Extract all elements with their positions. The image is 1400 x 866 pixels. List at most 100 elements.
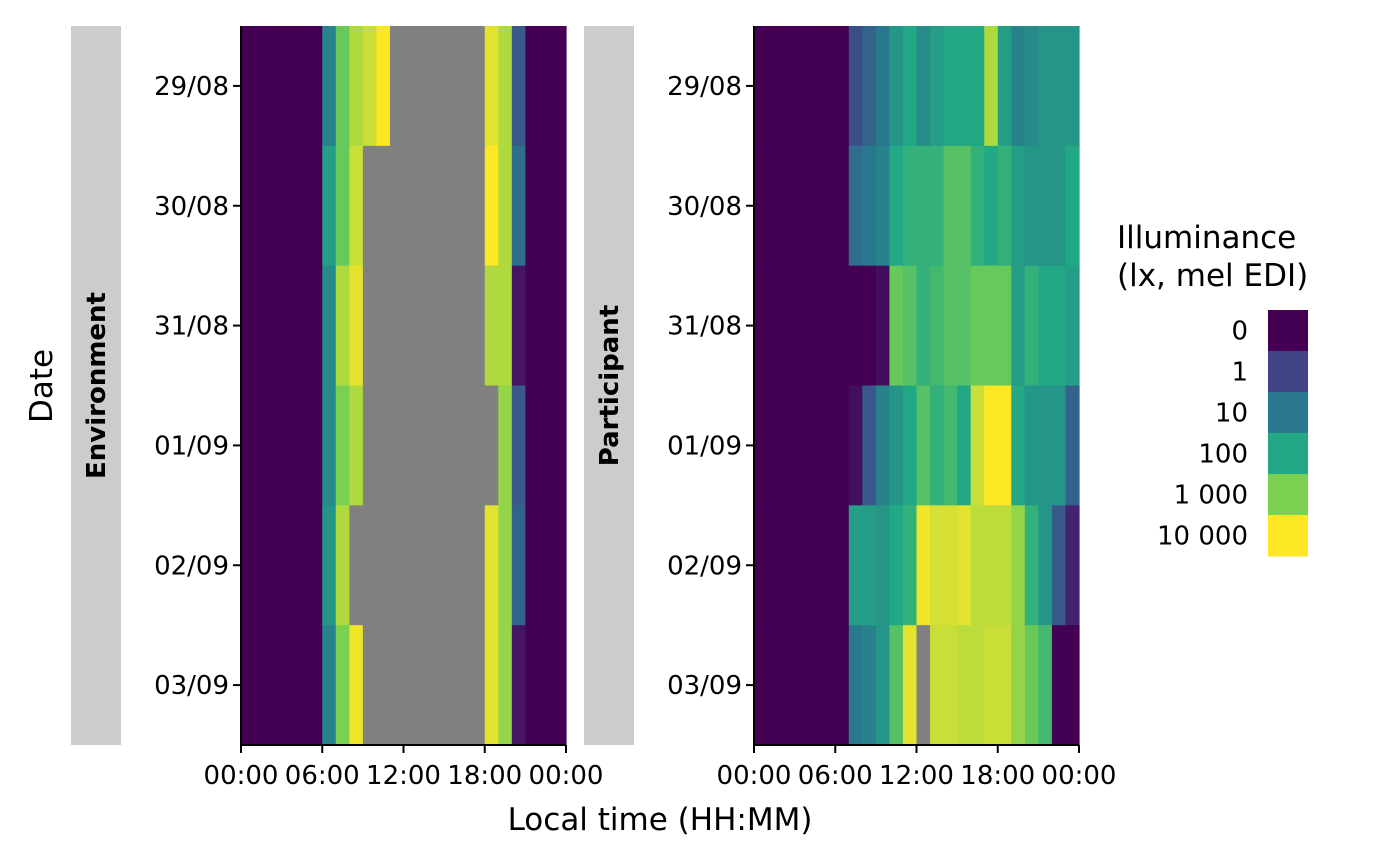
heatmap-cell bbox=[349, 625, 364, 746]
heatmap-cell bbox=[875, 385, 891, 506]
heatmap-cell bbox=[848, 505, 863, 626]
heatmap-cell bbox=[362, 625, 378, 746]
heatmap-cell bbox=[322, 26, 337, 147]
legend-label: 1 000 bbox=[1174, 481, 1248, 511]
heatmap-cell bbox=[875, 26, 891, 147]
heatmap-cell bbox=[525, 26, 540, 147]
panels: Environment 29/08 30/08 31/08 01/09 02/09 03/0… bbox=[71, 26, 1116, 791]
heatmap-cell bbox=[498, 265, 513, 387]
heatmap-cell bbox=[281, 26, 296, 147]
heatmap-cell bbox=[930, 265, 945, 387]
heatmap-cell bbox=[349, 265, 364, 387]
heatmap-cell bbox=[268, 385, 283, 506]
heatmap-cell bbox=[254, 26, 269, 147]
heatmap-cell bbox=[1051, 625, 1067, 746]
heatmap-cell bbox=[930, 625, 945, 746]
heatmap-cell bbox=[335, 26, 350, 147]
heatmap-cell bbox=[498, 145, 513, 267]
heatmap-cell bbox=[1024, 625, 1039, 746]
legend-title: (lx, mel EDI) bbox=[1117, 258, 1308, 294]
heatmap-cell bbox=[781, 505, 796, 626]
y-tick-label: 30/08 bbox=[667, 192, 742, 222]
heatmap-cell bbox=[281, 145, 296, 267]
heatmap-cell bbox=[943, 385, 958, 506]
heatmap-cell bbox=[241, 505, 256, 626]
heatmap-cell bbox=[538, 265, 554, 387]
heatmap-cell bbox=[984, 265, 999, 387]
heatmap-cell bbox=[268, 625, 283, 746]
legend-label: 1 bbox=[1231, 358, 1248, 388]
heatmap-cell bbox=[1011, 505, 1026, 626]
heatmap-cell bbox=[1011, 265, 1026, 387]
heatmap-cell bbox=[376, 26, 391, 147]
heatmap-cell bbox=[902, 385, 918, 506]
heatmap-cell bbox=[1011, 26, 1026, 147]
heatmap-cell bbox=[808, 385, 823, 506]
heatmap-cell bbox=[821, 385, 836, 506]
heatmap-cell bbox=[848, 385, 863, 506]
heatmap-cell bbox=[538, 505, 554, 626]
heatmap-cell bbox=[1065, 625, 1080, 746]
heatmap-cell bbox=[417, 625, 432, 746]
heatmap-cell bbox=[889, 385, 904, 506]
heatmap-cell bbox=[862, 625, 877, 746]
heatmap-cell bbox=[754, 26, 769, 147]
heatmap-cell bbox=[268, 265, 283, 387]
heatmap-cell bbox=[1051, 265, 1067, 387]
heatmap-cell bbox=[498, 385, 513, 506]
heatmap-cell bbox=[417, 385, 432, 506]
heatmap-cell bbox=[484, 145, 499, 267]
heatmap-cell bbox=[754, 265, 769, 387]
heatmap-cell bbox=[444, 26, 459, 147]
y-tick-label: 30/08 bbox=[154, 192, 229, 222]
heatmap-cell bbox=[767, 385, 782, 506]
heatmap-cell bbox=[484, 385, 499, 506]
heatmap-cell bbox=[997, 385, 1012, 506]
heatmap-cell bbox=[457, 625, 472, 746]
heatmap-cell bbox=[808, 26, 823, 147]
heatmap-cell bbox=[821, 505, 836, 626]
heatmap-cell bbox=[335, 385, 350, 506]
heatmap-cell bbox=[552, 265, 567, 387]
heatmap-cell bbox=[794, 505, 809, 626]
heatmap-cell bbox=[1051, 145, 1067, 267]
heatmap-cell bbox=[254, 265, 269, 387]
x-tick-label: 00:00 bbox=[1042, 761, 1117, 791]
heatmap-cell bbox=[362, 385, 378, 506]
legend-swatch bbox=[1268, 392, 1308, 434]
heatmap-cell bbox=[916, 625, 931, 746]
heatmap-cell bbox=[970, 145, 985, 267]
heatmap-cell bbox=[754, 505, 769, 626]
heatmap-cell bbox=[767, 265, 782, 387]
heatmap-cell bbox=[767, 505, 782, 626]
strip-label: Participant bbox=[595, 305, 625, 466]
heatmap-cell bbox=[767, 145, 782, 267]
heatmap-cell bbox=[552, 625, 567, 746]
heatmap-cell bbox=[241, 26, 256, 147]
heatmap-cell bbox=[552, 505, 567, 626]
heatmap-cell bbox=[349, 145, 364, 267]
heatmap-cell bbox=[254, 145, 269, 267]
heatmap-cell bbox=[957, 26, 972, 147]
heatmap-cell bbox=[335, 505, 350, 626]
heatmap-cell bbox=[511, 625, 526, 746]
heatmap-cell bbox=[403, 505, 418, 626]
heatmap-cell bbox=[835, 265, 850, 387]
heatmap-cell bbox=[295, 145, 310, 267]
heatmap-cell bbox=[889, 505, 904, 626]
heatmap-cell bbox=[403, 625, 418, 746]
heatmap-cell bbox=[525, 625, 540, 746]
strip-background bbox=[584, 26, 634, 745]
heatmap-cell bbox=[767, 625, 782, 746]
heatmap-cell bbox=[471, 505, 486, 626]
y-tick-label: 02/09 bbox=[667, 551, 742, 581]
heatmap-cell bbox=[1051, 26, 1067, 147]
heatmap-cell bbox=[916, 265, 931, 387]
x-axis-title: Local time (HH:MM) bbox=[508, 802, 813, 838]
heatmap-cell bbox=[308, 145, 323, 267]
heatmap-cell bbox=[241, 625, 256, 746]
heatmap-cell bbox=[444, 505, 459, 626]
heatmap-cell bbox=[457, 505, 472, 626]
legend-title: Illuminance bbox=[1117, 220, 1296, 256]
heatmap-cell bbox=[943, 505, 958, 626]
